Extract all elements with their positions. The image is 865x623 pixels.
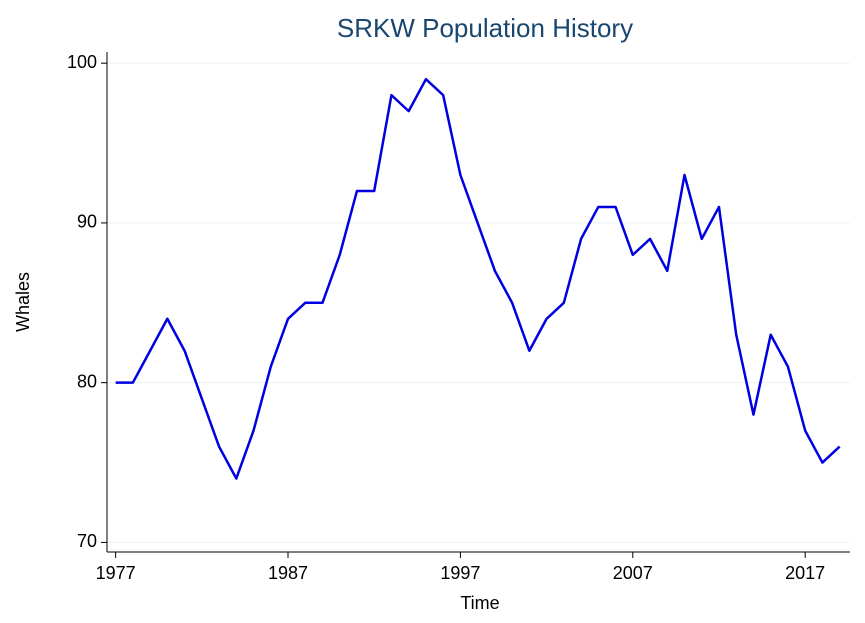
x-tick-label: 2017 <box>785 563 825 583</box>
x-tick-label: 1977 <box>96 563 136 583</box>
y-tick-label: 90 <box>77 212 97 232</box>
x-tick-label: 1997 <box>440 563 480 583</box>
chart-title: SRKW Population History <box>337 13 633 43</box>
y-tick-label: 70 <box>77 531 97 551</box>
x-tick-label: 2007 <box>613 563 653 583</box>
data-line <box>115 77 841 480</box>
y-tick-label: 80 <box>77 371 97 391</box>
y-tick-label: 100 <box>67 52 97 72</box>
x-tick-label: 1987 <box>268 563 308 583</box>
x-axis-label: Time <box>460 593 499 613</box>
y-axis-label: Whales <box>13 272 33 332</box>
